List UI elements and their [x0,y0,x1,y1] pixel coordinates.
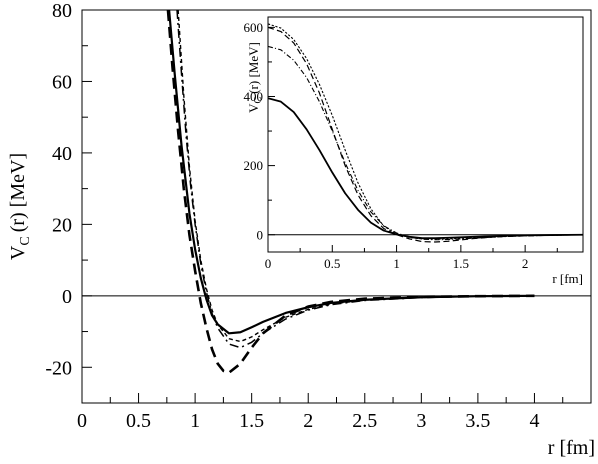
inset-series-line-dotted [268,23,583,240]
inset-x-tick-label: 1 [393,256,400,271]
main-y-tick-label: 20 [52,214,72,236]
main-y-tick-label: 40 [52,143,72,165]
main-x-tick-label: 3.5 [465,410,490,432]
main-x-tick-label: 1.5 [239,410,264,432]
main-series-line-dotted [177,10,535,343]
main-y-tick-label: -20 [45,357,72,379]
inset-y-axis-label-subscript: C [253,96,264,103]
inset-y-tick-label: 600 [244,20,264,35]
inset-x-tick-label: 2 [522,256,529,271]
inset-plot-frame [267,16,584,253]
inset-y-axis-label: VC (r) [MeV] [246,42,264,113]
inset-background [268,17,583,252]
inset-x-axis-label: r [fm] [552,271,583,286]
main-x-axis-label: r [fm] [548,437,595,459]
inset-y-axis-label-main: V [246,103,261,113]
main-series-group [166,10,535,374]
main-x-tick-label: 4 [529,410,539,432]
main-y-tick-label: 60 [52,71,72,93]
inset-plot: 0 0.5 1 1.5 2 0 200 400 600 r [fm] VC (r) [MeV] [244,16,584,286]
inset-y-tick-label: 200 [244,158,264,173]
inset-y-axis-label-rest: (r) [MeV] [246,42,261,94]
main-x-tick-label: 3 [416,410,426,432]
main-series-line-dashdot [176,10,535,349]
inset-y-tick-label: 0 [257,227,264,242]
main-series-line-dashed [166,10,535,374]
main-y-axis-label-rest: (r) [MeV] [7,153,29,232]
main-x-tick-label: 2.5 [352,410,377,432]
main-x-tick-label: 1 [190,410,200,432]
inset-series-line-solid [268,97,583,240]
main-y-tick-label: 0 [62,286,72,308]
main-y-axis-label: VC (r) [MeV] [7,153,33,260]
main-x-tick-label: 2 [303,410,313,432]
main-y-tick-label: 80 [52,0,72,22]
inset-axis-ticks: 0 0.5 1 1.5 2 0 200 400 600 [244,20,558,271]
inset-x-tick-label: 0.5 [324,256,340,271]
main-y-axis-label-main: V [7,245,29,260]
inset-y-tick-label: 400 [244,89,264,104]
inset-x-tick-label: 1.5 [453,256,469,271]
inset-x-tick-label: 0 [265,256,272,271]
inset-series-group [268,23,583,243]
main-x-tick-label: 0.5 [126,410,151,432]
main-y-axis-label-subscript: C [18,236,33,245]
main-x-tick-label: 0 [77,410,87,432]
